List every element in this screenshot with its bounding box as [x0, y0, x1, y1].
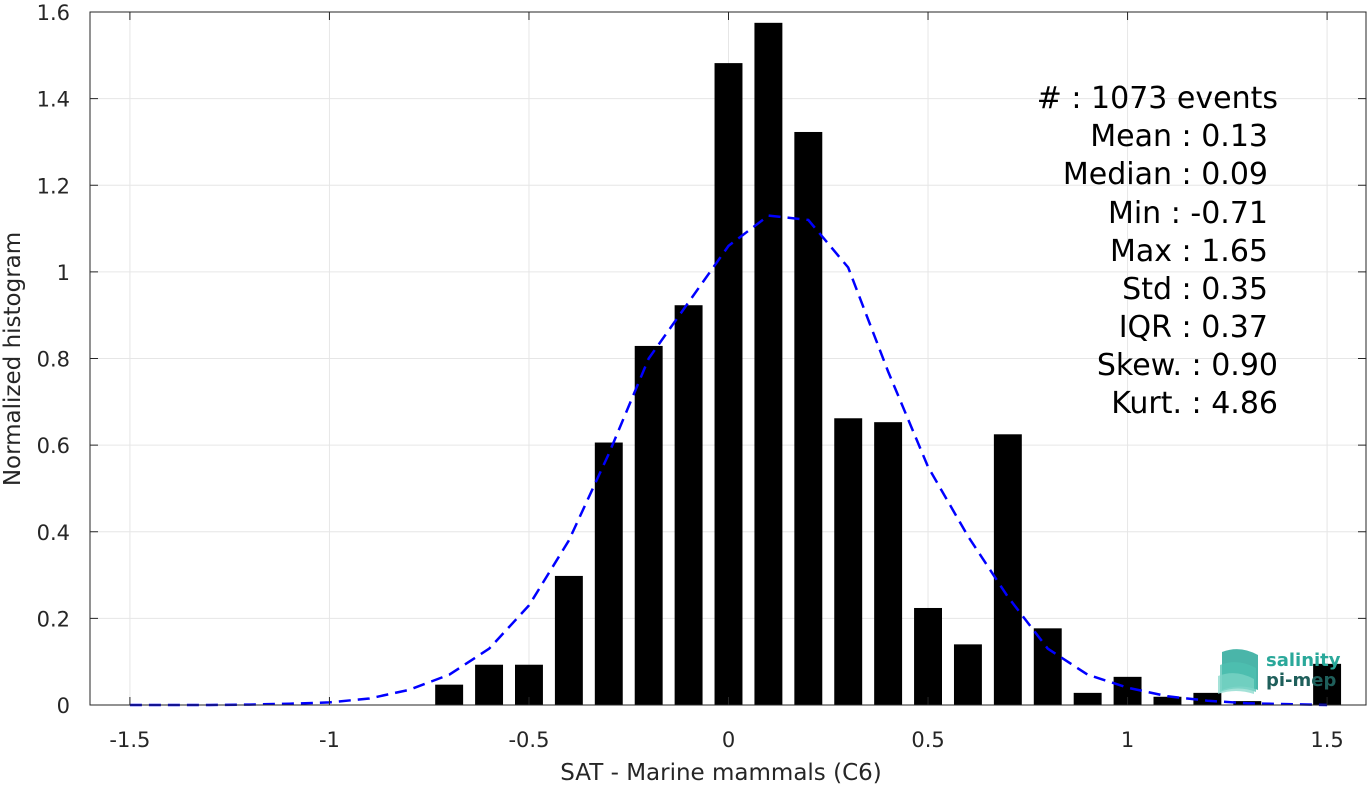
stat-min: Min : -0.71	[1108, 196, 1268, 231]
histogram-bars	[435, 22, 1342, 705]
histogram-bar	[1073, 692, 1102, 705]
y-tick-label: 0	[57, 694, 70, 718]
histogram-bar	[554, 575, 583, 705]
statistics-annotation: # : 1073 events Mean : 0.13 Median : 0.0…	[1037, 81, 1278, 421]
x-tick-label: 0.5	[911, 728, 944, 752]
stat-events: # : 1073 events	[1037, 81, 1278, 116]
histogram-bar	[714, 63, 743, 705]
histogram-bar	[475, 664, 504, 705]
x-tick-label: 0	[722, 728, 735, 752]
histogram-bar	[874, 422, 903, 705]
histogram-bar	[1153, 696, 1182, 705]
y-tick-label: 1.6	[37, 1, 70, 25]
histogram-bar	[1033, 628, 1062, 705]
histogram-bar	[914, 607, 942, 705]
histogram-bar	[953, 644, 982, 705]
axis-ticks	[90, 11, 1366, 706]
stat-kurt: Kurt. : 4.86	[1111, 386, 1278, 421]
x-tick-label: 1	[1121, 728, 1134, 752]
histogram-bar	[834, 418, 863, 705]
y-tick-label: 0.8	[37, 348, 70, 372]
logo-waves-icon	[1218, 649, 1258, 694]
histogram-bar	[993, 434, 1022, 705]
y-tick-label: 0.4	[37, 521, 70, 545]
histogram-bar	[435, 684, 464, 705]
y-tick-label: 0.6	[37, 434, 70, 458]
x-axis-title: SAT - Marine mammals (C6)	[560, 760, 882, 785]
stat-skew: Skew. : 0.90	[1097, 348, 1278, 383]
x-tick-label: -1.5	[109, 728, 150, 752]
y-tick-label: 1.2	[37, 174, 70, 198]
stat-std: Std : 0.35	[1122, 272, 1268, 307]
stat-median: Median : 0.09	[1063, 157, 1268, 192]
histogram-bar	[594, 442, 623, 705]
stat-mean: Mean : 0.13	[1090, 119, 1268, 154]
stat-max: Max : 1.65	[1110, 234, 1268, 269]
histogram-bar	[674, 305, 703, 705]
y-tick-label: 0.2	[37, 607, 70, 631]
y-tick-label: 1.4	[37, 88, 70, 112]
x-tick-label: 1.5	[1310, 728, 1343, 752]
histogram-bar	[754, 22, 783, 705]
x-tick-labels: -1.5 -1 -0.5 0 0.5 1 1.5	[109, 728, 1343, 752]
x-tick-label: -0.5	[508, 728, 549, 752]
salinity-pi-mep-logo: salinity pi-mep	[1218, 649, 1341, 694]
logo-text-salinity: salinity	[1266, 650, 1341, 671]
x-tick-label: -1	[319, 728, 340, 752]
logo-text-pimep: pi-mep	[1266, 670, 1336, 691]
y-axis-title: Normalized histogram	[0, 232, 26, 486]
stat-iqr: IQR : 0.37	[1119, 310, 1268, 345]
y-tick-label: 1	[57, 261, 70, 285]
y-tick-labels: 0 0.2 0.4 0.6 0.8 1 1.2 1.4 1.6	[37, 1, 70, 718]
histogram-bar	[794, 131, 823, 705]
histogram-bar	[634, 345, 663, 705]
